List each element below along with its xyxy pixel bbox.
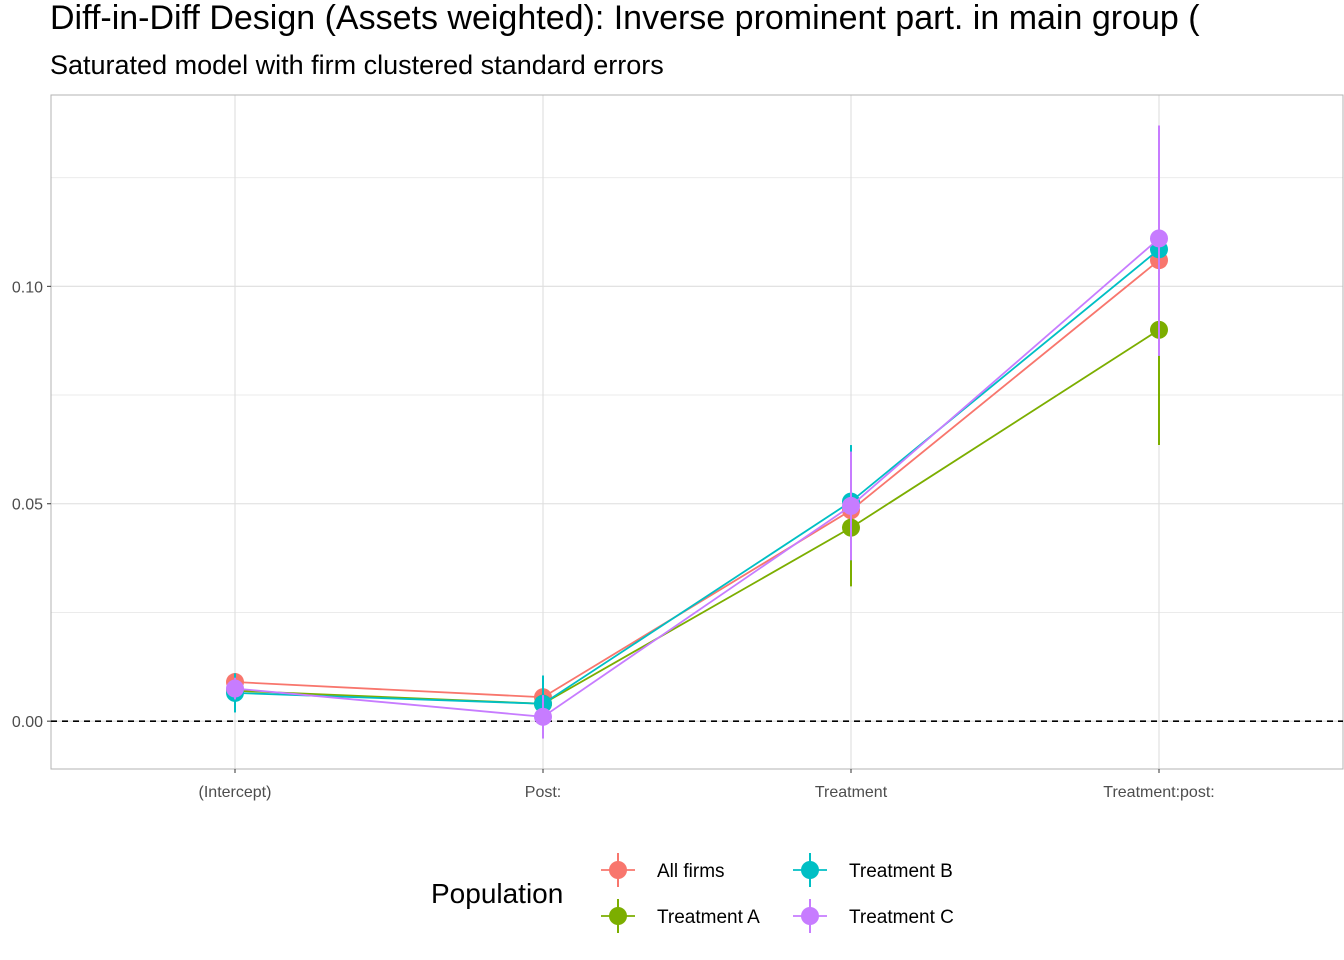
series-line [234,237,1160,718]
y-axis: 0.00 0.05 0.10 [12,279,51,731]
legend-label: Treatment C [849,907,954,928]
legend-item-treatment-b: Treatment B [793,853,953,887]
data-point [842,496,860,515]
x-tick-label: Treatment:post: [1103,784,1214,801]
series-treatment-b [226,142,1168,735]
data-point [534,707,552,726]
data-point [226,679,244,698]
legend-key-point [801,907,819,925]
plot-panel [50,94,1344,770]
chart-title: Diff-in-Diff Design (Assets weighted): I… [50,0,1200,37]
legend: Population All firms Treatment A Treatment… [431,853,954,933]
legend-item-treatment-a: Treatment A [601,899,760,933]
series-treatment-c [226,125,1168,739]
chart-subtitle: Saturated model with firm clustered stan… [50,50,664,80]
series-treatment-a [226,216,1168,726]
legend-title: Population [431,878,563,909]
series-line [234,259,1160,699]
legend-label: Treatment B [849,861,953,882]
legend-item-all-firms: All firms [601,853,725,887]
legend-key-point [801,861,819,879]
data-point [1150,229,1168,248]
series-all-firms [226,190,1168,709]
series-line [234,248,1160,705]
legend-item-treatment-c: Treatment C [793,899,954,933]
data-series [226,125,1168,739]
x-tick-label: (Intercept) [199,784,272,801]
legend-keys: All firms Treatment A Treatment B Treatment… [601,853,954,933]
panel-border [50,94,1344,770]
x-axis: (Intercept) Post: Treatment Treatment:post: [199,769,1215,801]
legend-key-point [609,907,627,925]
y-tick-label: 0.05 [12,497,43,514]
y-tick-label: 0.10 [12,279,43,296]
x-tick-label: Treatment [815,784,888,801]
series-line [234,329,1160,705]
legend-label: All firms [657,861,725,882]
legend-label: Treatment A [657,907,760,928]
y-tick-label: 0.00 [12,714,43,731]
legend-key-point [609,861,627,879]
x-tick-label: Post: [525,784,561,801]
